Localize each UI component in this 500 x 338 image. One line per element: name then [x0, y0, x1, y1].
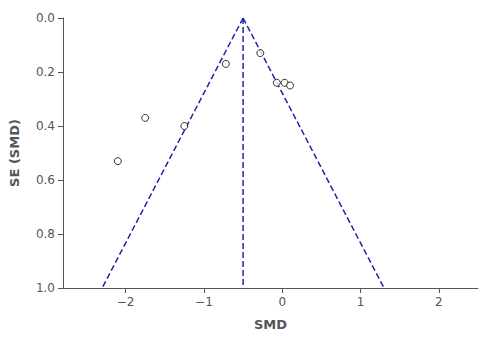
- svg-text:0.0: 0.0: [36, 11, 55, 25]
- svg-text:2: 2: [435, 295, 443, 309]
- svg-text:0: 0: [278, 295, 286, 309]
- svg-text:1.0: 1.0: [36, 281, 55, 295]
- svg-text:SMD: SMD: [254, 317, 287, 332]
- svg-text:1: 1: [357, 295, 365, 309]
- svg-text:0.8: 0.8: [36, 227, 55, 241]
- svg-text:−1: −1: [195, 295, 213, 309]
- svg-text:SE (SMD): SE (SMD): [7, 119, 22, 187]
- svg-text:0.6: 0.6: [36, 173, 55, 187]
- svg-text:0.2: 0.2: [36, 65, 55, 79]
- svg-text:−2: −2: [117, 295, 135, 309]
- svg-text:0.4: 0.4: [36, 119, 55, 133]
